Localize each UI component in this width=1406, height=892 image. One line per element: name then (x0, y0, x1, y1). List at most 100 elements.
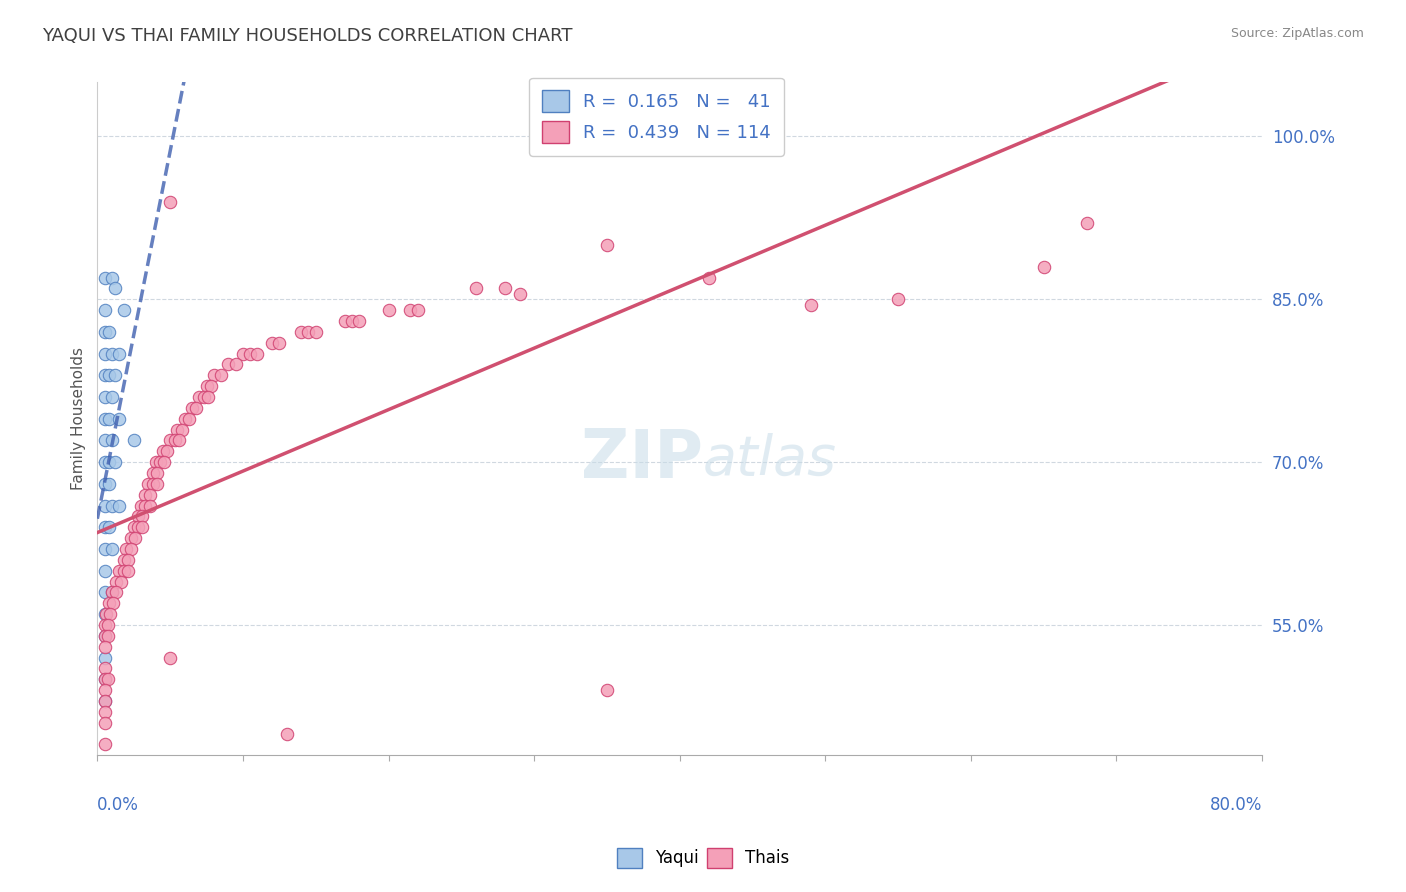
Point (290, 325, 312, 339)
Point (173, 411, 195, 425)
Point (96, 673, 118, 687)
Point (101, 499, 124, 513)
Point (181, 401, 204, 415)
Point (122, 434, 145, 448)
Point (232, 346, 254, 360)
Point (697, 270, 720, 285)
Point (193, 390, 215, 404)
Point (93, 629, 115, 643)
Point (93, 661, 115, 675)
Point (142, 476, 165, 491)
Point (93, 368, 115, 383)
Point (276, 726, 298, 740)
Point (110, 574, 132, 589)
Point (93, 705, 115, 719)
Point (93, 694, 115, 708)
Point (225, 358, 247, 372)
Y-axis label: Family Households: Family Households (72, 347, 86, 491)
Point (134, 499, 156, 513)
Point (297, 325, 319, 339)
Point (260, 335, 283, 350)
Point (1076, 216, 1098, 230)
Point (269, 335, 291, 350)
Point (98, 520, 121, 534)
Point (101, 390, 124, 404)
Point (197, 390, 219, 404)
Point (93, 270, 115, 285)
Point (108, 564, 131, 578)
Point (177, 411, 200, 425)
Point (163, 434, 186, 448)
Point (333, 314, 356, 328)
Point (246, 346, 269, 360)
Point (195, 379, 218, 393)
Point (93, 455, 115, 469)
Point (98, 368, 121, 383)
Point (108, 499, 131, 513)
Point (153, 455, 176, 469)
Point (101, 585, 124, 599)
Point (93, 346, 115, 360)
Point (98, 476, 121, 491)
Point (93, 325, 115, 339)
Legend: Yaqui, Thais: Yaqui, Thais (610, 841, 796, 875)
Point (139, 488, 162, 502)
Point (100, 607, 122, 622)
Point (120, 531, 142, 545)
Point (93, 499, 115, 513)
Point (1032, 260, 1054, 274)
Point (93, 640, 115, 654)
Point (98, 455, 121, 469)
Point (170, 423, 193, 437)
Point (94, 607, 117, 622)
Point (136, 476, 159, 491)
Point (124, 531, 146, 545)
Point (93, 673, 115, 687)
Point (93, 715, 115, 730)
Point (93, 585, 115, 599)
Point (101, 542, 124, 557)
Point (93, 650, 115, 665)
Point (93, 542, 115, 557)
Point (142, 466, 165, 480)
Point (96, 629, 118, 643)
Point (98, 411, 121, 425)
Point (93, 673, 115, 687)
Point (152, 444, 174, 458)
Point (93, 694, 115, 708)
Point (117, 564, 139, 578)
Point (149, 455, 172, 469)
Text: 80.0%: 80.0% (1209, 796, 1263, 814)
Point (98, 596, 121, 610)
Point (186, 401, 208, 415)
Point (349, 314, 371, 328)
Point (93, 390, 115, 404)
Point (93, 607, 115, 622)
Point (93, 411, 115, 425)
Text: 0.0%: 0.0% (97, 796, 139, 814)
Point (127, 509, 149, 524)
Point (494, 281, 516, 295)
Point (399, 303, 422, 318)
Point (377, 303, 399, 318)
Point (101, 585, 124, 599)
Point (188, 390, 211, 404)
Point (101, 270, 124, 285)
Text: Source: ZipAtlas.com: Source: ZipAtlas.com (1230, 27, 1364, 40)
Point (112, 303, 135, 318)
Point (596, 238, 619, 252)
Point (596, 683, 619, 698)
Point (93, 618, 115, 632)
Point (305, 325, 328, 339)
Point (117, 553, 139, 567)
Point (105, 585, 128, 599)
Point (146, 476, 169, 491)
Point (104, 281, 127, 295)
Point (800, 298, 823, 312)
Point (464, 281, 486, 295)
Point (340, 314, 363, 328)
Text: ZIP: ZIP (581, 426, 703, 492)
Point (167, 434, 190, 448)
Point (112, 564, 135, 578)
Point (202, 368, 225, 383)
